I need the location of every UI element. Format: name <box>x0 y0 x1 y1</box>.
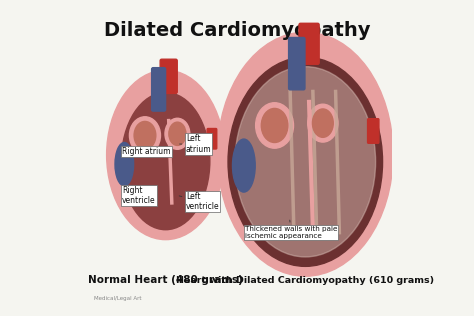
Text: Normal Heart (480 grams): Normal Heart (480 grams) <box>88 275 243 285</box>
Text: Dilated Cardiomyopathy: Dilated Cardiomyopathy <box>104 21 370 40</box>
FancyBboxPatch shape <box>207 129 217 149</box>
Ellipse shape <box>129 117 161 154</box>
Ellipse shape <box>165 118 190 149</box>
Text: Right
ventricle: Right ventricle <box>122 185 156 205</box>
Ellipse shape <box>218 32 393 276</box>
Ellipse shape <box>255 103 293 148</box>
Ellipse shape <box>169 122 186 145</box>
Text: Left
atrium: Left atrium <box>180 134 211 154</box>
Ellipse shape <box>235 67 375 257</box>
Text: Right atrium: Right atrium <box>122 147 171 156</box>
Ellipse shape <box>115 143 134 186</box>
FancyBboxPatch shape <box>289 38 305 90</box>
Ellipse shape <box>121 93 210 230</box>
FancyBboxPatch shape <box>160 59 177 93</box>
Ellipse shape <box>232 139 255 192</box>
FancyBboxPatch shape <box>152 68 165 111</box>
FancyBboxPatch shape <box>367 119 379 143</box>
Ellipse shape <box>308 104 338 142</box>
Ellipse shape <box>134 121 156 149</box>
Ellipse shape <box>312 109 333 137</box>
Ellipse shape <box>107 70 225 240</box>
Text: Medical/Legal Art: Medical/Legal Art <box>94 296 142 301</box>
FancyBboxPatch shape <box>299 23 319 64</box>
Text: Heart with Dilated Cardiomyopathy (610 grams): Heart with Dilated Cardiomyopathy (610 g… <box>176 276 434 285</box>
Ellipse shape <box>261 108 288 143</box>
Text: Thickened walls with pale
ischemic appearance: Thickened walls with pale ischemic appea… <box>245 220 337 239</box>
Ellipse shape <box>228 57 383 266</box>
Text: Left
ventricle: Left ventricle <box>179 192 219 211</box>
